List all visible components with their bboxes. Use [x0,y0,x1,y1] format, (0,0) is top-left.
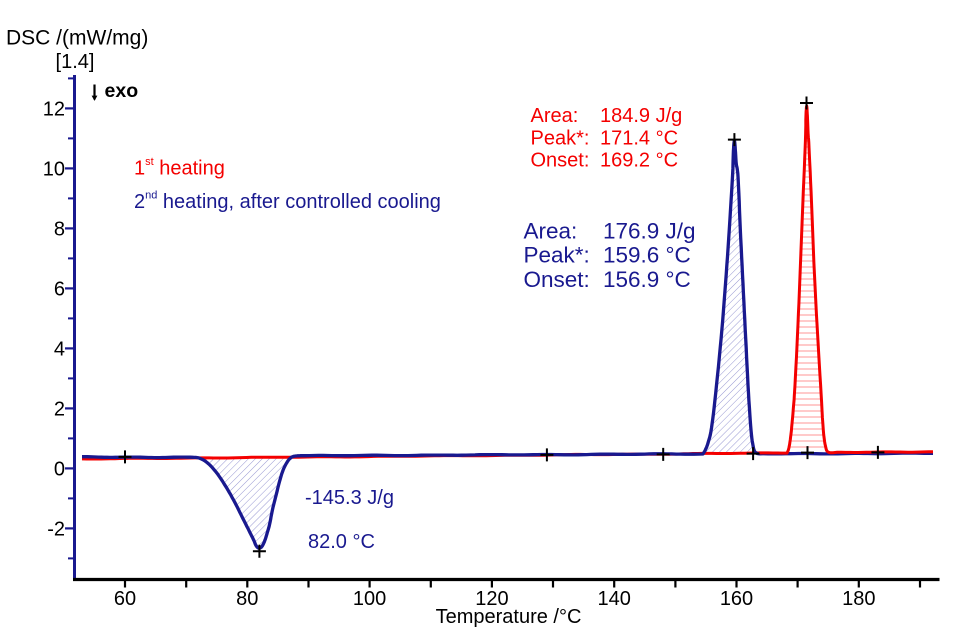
svg-text:120: 120 [475,588,508,610]
svg-text:100: 100 [353,588,386,610]
svg-text:-2: -2 [47,519,65,541]
svg-text:-145.3 J/g: -145.3 J/g [305,487,394,509]
svg-text:160: 160 [720,588,753,610]
svg-text:171.4 °C: 171.4 °C [600,127,678,149]
svg-text:Area:: Area: [524,219,578,244]
svg-text:140: 140 [598,588,631,610]
svg-text:8: 8 [54,219,65,241]
svg-text:Peak*:: Peak*: [531,127,590,149]
svg-text:Onset:: Onset: [524,267,590,292]
svg-text:Area:: Area: [531,105,579,127]
svg-text:Temperature /°C: Temperature /°C [436,606,582,628]
svg-text:0: 0 [54,459,65,481]
svg-text:180: 180 [842,588,875,610]
svg-text:60: 60 [114,588,136,610]
svg-text:2nd heating, after controlled: 2nd heating, after controlled cooling [134,189,441,212]
svg-text:[1.4]: [1.4] [56,51,95,73]
svg-text:12: 12 [43,99,65,121]
svg-text:169.2 °C: 169.2 °C [600,149,678,171]
svg-text:82.0 °C: 82.0 °C [308,531,375,553]
svg-text:80: 80 [236,588,258,610]
svg-text:184.9 J/g: 184.9 J/g [600,105,682,127]
svg-text:2: 2 [54,399,65,421]
svg-text:176.9 J/g: 176.9 J/g [603,219,696,244]
svg-text:Peak*:: Peak*: [524,243,590,268]
svg-text:10: 10 [43,159,65,181]
svg-text:156.9 °C: 156.9 °C [603,267,691,292]
svg-text:4: 4 [54,339,65,361]
svg-text:Onset:: Onset: [531,149,590,171]
svg-text:6: 6 [54,279,65,301]
svg-text:1st heating: 1st heating [134,156,225,179]
svg-text:159.6 °C: 159.6 °C [603,243,691,268]
svg-text:DSC /(mW/mg): DSC /(mW/mg) [6,27,148,50]
svg-text:exo: exo [105,80,139,102]
